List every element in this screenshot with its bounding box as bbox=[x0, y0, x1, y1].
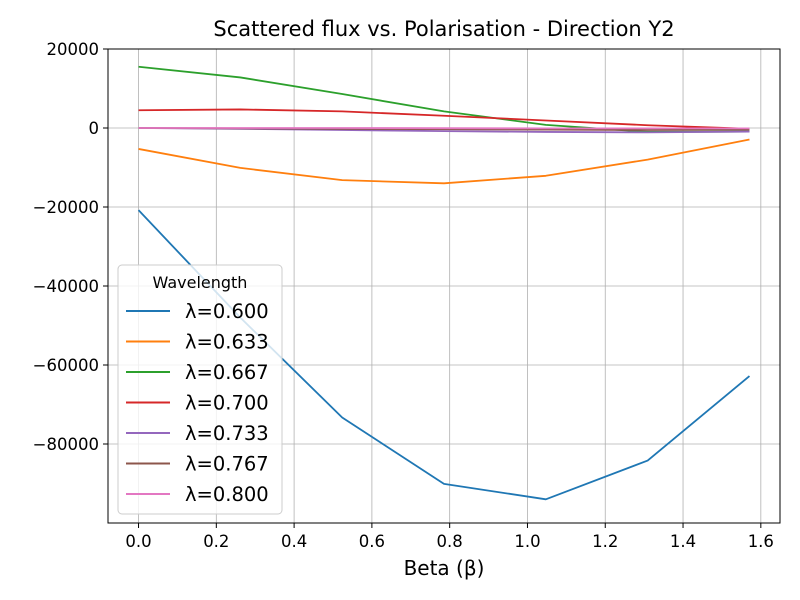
y-tick-label: 0 bbox=[89, 119, 100, 138]
x-tick-label: 1.4 bbox=[670, 532, 696, 551]
x-tick-label: 1.0 bbox=[514, 532, 540, 551]
legend-label: λ=0.767 bbox=[185, 453, 269, 476]
legend: Wavelength λ=0.600λ=0.633λ=0.667λ=0.700λ… bbox=[117, 264, 283, 515]
y-tick-label: −60000 bbox=[33, 356, 99, 375]
chart-title: Scattered flux vs. Polarisation - Direct… bbox=[213, 17, 674, 41]
x-axis-label: Beta (β) bbox=[404, 556, 485, 580]
y-tick-label: 20000 bbox=[47, 40, 100, 59]
y-tick-label: −20000 bbox=[33, 198, 99, 217]
legend-box bbox=[117, 264, 283, 515]
series-line bbox=[138, 138, 750, 185]
y-axis-ticks: −80000 −60000 −40000 −20000 0 20000 bbox=[33, 40, 108, 454]
series-line bbox=[138, 65, 750, 133]
legend-entries: λ=0.600 λ=0.633 λ=0.667 λ=0.700 λ=0.733 λ=0.7… bbox=[126, 300, 269, 506]
legend-label: λ=0.733 bbox=[185, 422, 269, 445]
legend-label: λ=0.600 bbox=[185, 300, 269, 323]
x-tick-label: 0.2 bbox=[203, 532, 229, 551]
x-tick-label: 1.2 bbox=[592, 532, 618, 551]
x-tick-label: 0.4 bbox=[281, 532, 307, 551]
legend-title: Wavelength bbox=[153, 273, 248, 292]
x-axis-ticks: 0.0 0.2 0.4 0.6 0.8 1.0 1.2 1.4 1.6 bbox=[125, 523, 774, 551]
x-tick-label: 0.8 bbox=[437, 532, 463, 551]
y-tick-label: −80000 bbox=[33, 435, 99, 454]
x-tick-label: 0.6 bbox=[359, 532, 385, 551]
x-tick-label: 1.6 bbox=[748, 532, 774, 551]
x-tick-label: 0.0 bbox=[125, 532, 151, 551]
legend-label: λ=0.800 bbox=[185, 483, 269, 506]
y-tick-label: −40000 bbox=[33, 277, 99, 296]
series-lines bbox=[137, 65, 751, 501]
legend-label: λ=0.667 bbox=[185, 361, 269, 384]
legend-label: λ=0.700 bbox=[185, 392, 269, 415]
legend-label: λ=0.633 bbox=[185, 331, 269, 354]
series-line bbox=[138, 108, 750, 130]
